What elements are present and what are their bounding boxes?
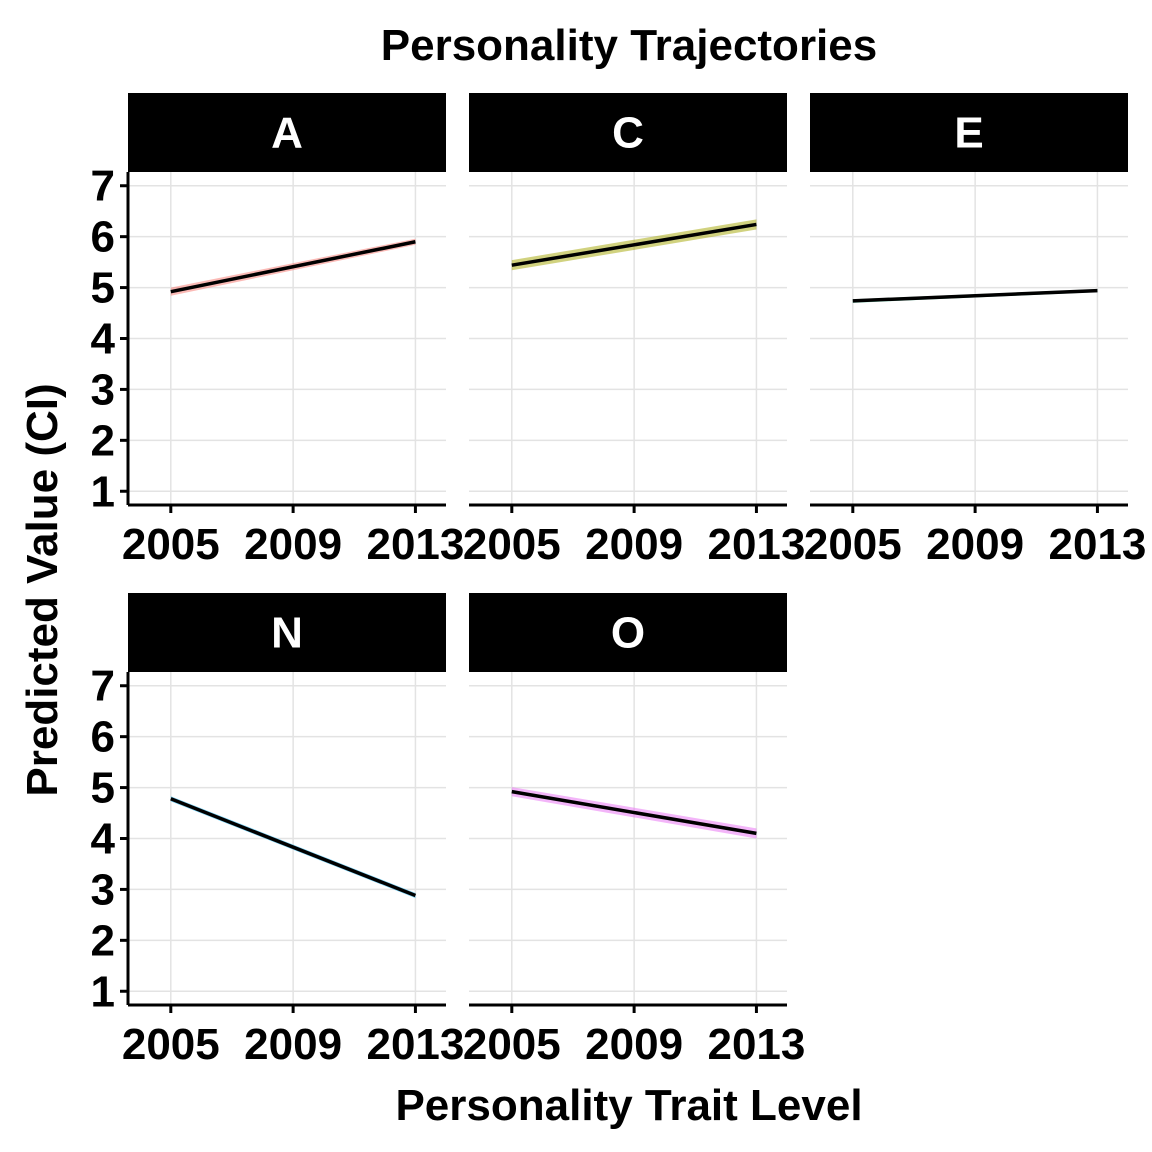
x-tick-label: 2005 bbox=[463, 520, 561, 569]
strip-label: A bbox=[271, 109, 303, 158]
y-tick-label: 1 bbox=[91, 967, 115, 1016]
y-tick-label: 4 bbox=[91, 315, 116, 364]
strip-label: C bbox=[612, 109, 644, 158]
trend-line bbox=[170, 240, 416, 294]
x-tick-label: 2005 bbox=[122, 520, 220, 569]
x-tick-label: 2005 bbox=[122, 1020, 220, 1069]
y-tick-label: 4 bbox=[91, 815, 116, 864]
x-tick-label: 2009 bbox=[585, 1020, 683, 1069]
y-axis-label: Predicted Value (CI) bbox=[18, 383, 67, 796]
x-axis-label: Personality Trait Level bbox=[395, 1081, 862, 1130]
x-tick-label: 2009 bbox=[585, 520, 683, 569]
y-tick-label: 5 bbox=[91, 264, 115, 313]
y-tick-label: 1 bbox=[91, 467, 115, 516]
strip-label: N bbox=[271, 609, 303, 658]
strip-background bbox=[128, 93, 446, 172]
x-tick-label: 2009 bbox=[926, 520, 1024, 569]
x-tick-label: 2009 bbox=[244, 520, 342, 569]
trend-line bbox=[170, 797, 417, 898]
strip-label: O bbox=[611, 609, 645, 658]
strip-background bbox=[810, 93, 1128, 172]
y-tick-label: 3 bbox=[91, 865, 115, 914]
trend-line bbox=[511, 222, 757, 267]
y-tick-label: 6 bbox=[91, 213, 115, 262]
x-tick-label: 2013 bbox=[366, 1020, 464, 1069]
x-tick-label: 2013 bbox=[1048, 520, 1146, 569]
chart-title: Personality Trajectories bbox=[381, 21, 877, 70]
y-tick-label: 5 bbox=[91, 764, 115, 813]
trend-line bbox=[511, 789, 757, 836]
panel-e: E 2005 2009 2013 bbox=[804, 93, 1146, 569]
strip-background bbox=[469, 593, 787, 672]
y-tick-label: 2 bbox=[91, 416, 115, 465]
y-tick-label: 7 bbox=[91, 162, 115, 211]
x-tick-label: 2005 bbox=[804, 520, 902, 569]
panel-c: C 2005 2009 2013 bbox=[463, 93, 805, 569]
x-tick-label: 2013 bbox=[707, 1020, 805, 1069]
x-tick-label: 2013 bbox=[366, 520, 464, 569]
y-tick-label: 6 bbox=[91, 713, 115, 762]
strip-background bbox=[128, 593, 446, 672]
x-tick-label: 2005 bbox=[463, 1020, 561, 1069]
y-tick-label: 2 bbox=[91, 916, 115, 965]
x-tick-label: 2009 bbox=[244, 1020, 342, 1069]
y-tick-label: 7 bbox=[91, 662, 115, 711]
y-tick-label: 3 bbox=[91, 365, 115, 414]
trend-line bbox=[852, 288, 1098, 303]
x-tick-label: 2013 bbox=[707, 520, 805, 569]
panel-o: O 2005 2009 2013 bbox=[463, 593, 805, 1069]
strip-background bbox=[469, 93, 787, 172]
strip-label: E bbox=[954, 109, 983, 158]
